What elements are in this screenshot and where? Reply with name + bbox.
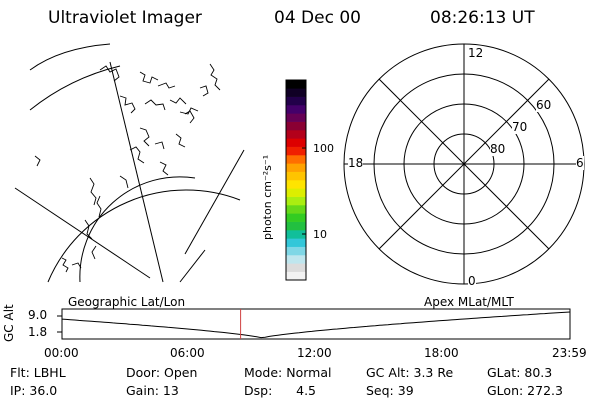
colorbar-cell [286, 105, 306, 114]
colorbar-frame [285, 79, 307, 281]
colorbar-cell [286, 155, 306, 164]
xtick-2359: 23:59 [552, 346, 587, 360]
mlat-60-label: 60 [536, 98, 552, 112]
map-grid-line [29, 43, 111, 71]
colorbar-cell [286, 196, 306, 206]
map-caption: Geographic Lat/Lon [68, 295, 186, 309]
colorbar-cell [286, 238, 306, 247]
colorbar-cell [286, 130, 306, 139]
colorbar-cell [286, 80, 306, 89]
colorbar-cell [286, 96, 306, 106]
colorbar-cell [286, 180, 306, 189]
altitude-ylabel: GC Alt [2, 304, 16, 342]
colorbar-cell [286, 246, 306, 256]
info-ip: IP: 36.0 [10, 383, 58, 398]
info-dsp: Dsp: 4.5 [244, 383, 317, 398]
map-grid-line [29, 65, 121, 111]
info-glat: GLat: 80.3 [487, 365, 553, 380]
coastlines [34, 63, 221, 273]
app-title: Ultraviolet Imager [48, 8, 202, 28]
xtick-0600: 06:00 [170, 346, 205, 360]
colorbar-tick-10: 10 [313, 228, 327, 241]
map-meridian-line [109, 61, 164, 283]
date-readout: 04 Dec 00 [274, 8, 361, 28]
map-grid-line [179, 249, 206, 283]
polar-caption: Apex MLat/MLT [424, 295, 514, 309]
colorbar-cell [286, 263, 306, 272]
map-grid-line [79, 176, 196, 283]
colorbar-cell [286, 113, 306, 122]
colorbar-cell [286, 205, 306, 214]
info-gcalt: GC Alt: 3.3 Re [366, 365, 454, 380]
altitude-ymax: 9.0 [28, 308, 48, 322]
map-grid-line [14, 187, 151, 279]
colorbar-tick-100: 100 [313, 142, 334, 155]
xtick-1200: 12:00 [297, 346, 332, 360]
colorbar-cell [286, 188, 306, 197]
info-gain: Gain: 13 [126, 383, 179, 398]
colorbar-cell [286, 171, 306, 181]
info-seq: Seq: 39 [366, 383, 414, 398]
mlat-80-label: 80 [490, 142, 506, 156]
mlt-0-label: 0 [468, 274, 476, 288]
colorbar-cell [286, 146, 306, 156]
colorbar-cell [286, 230, 306, 239]
altitude-ymin: 1.8 [28, 325, 48, 339]
polar-diagonal [378, 78, 550, 250]
time-readout: 08:26:13 UT [430, 8, 535, 28]
info-flt: Flt: LBHL [10, 365, 66, 380]
info-door: Door: Open [126, 365, 198, 380]
mlt-18-label: 18 [348, 156, 364, 170]
colorbar-cell [286, 163, 306, 172]
mlt-12-label: 12 [468, 46, 484, 60]
colorbar-cell [286, 88, 306, 97]
colorbar-cell [286, 138, 306, 147]
colorbar-cell [286, 221, 306, 231]
info-glon: GLon: 272.3 [487, 383, 563, 398]
altitude-plot-frame [61, 308, 571, 340]
info-mode: Mode: Normal [244, 365, 332, 380]
colorbar-cell [286, 121, 306, 131]
colorbar-cell [286, 255, 306, 264]
xtick-0000: 00:00 [44, 346, 79, 360]
map-grid-line [184, 149, 245, 255]
mlt-6-label: 6 [576, 156, 584, 170]
map-limb-arc [47, 189, 241, 283]
altitude-curve [61, 311, 571, 339]
xtick-1800: 18:00 [424, 346, 459, 360]
colorbar-cell [286, 271, 306, 281]
colorbar-cell [286, 213, 306, 222]
mlat-70-label: 70 [512, 120, 528, 134]
